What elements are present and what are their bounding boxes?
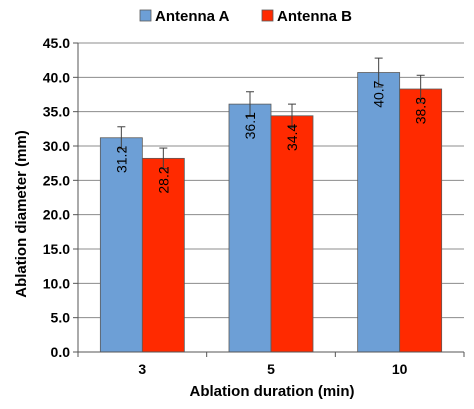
y-tick-label: 45.0	[43, 35, 70, 51]
data-labels: 31.2 28.2 36.1 34.4 40.7 38.3	[113, 80, 428, 193]
legend-swatch-antenna-a	[139, 9, 152, 22]
y-tick-label: 40.0	[43, 69, 70, 85]
error-bars	[117, 57, 425, 170]
x-tick-labels: 3 5 10	[138, 361, 407, 377]
data-label: 34.4	[284, 124, 300, 151]
y-tick-label: 25.0	[43, 172, 70, 188]
data-label: 38.3	[413, 97, 429, 124]
data-label: 31.2	[113, 146, 129, 173]
y-axis-title: Ablation diameter (mm)	[13, 130, 30, 298]
bar-antenna-b-10	[399, 88, 443, 353]
data-label: 28.2	[155, 166, 171, 193]
x-tick-label: 10	[392, 361, 408, 377]
legend-swatch-antenna-b	[261, 9, 274, 22]
y-tick-label: 15.0	[43, 241, 70, 257]
x-tick-label: 5	[267, 361, 275, 377]
data-label: 36.1	[242, 112, 258, 139]
data-label: 40.7	[371, 80, 387, 107]
y-tick-label: 20.0	[43, 207, 70, 223]
y-tick-label: 0.0	[51, 344, 71, 360]
legend-label: Antenna B	[277, 8, 352, 25]
legend-label: Antenna A	[155, 8, 230, 25]
legend: Antenna A Antenna B	[139, 8, 352, 25]
y-tick-label: 5.0	[51, 310, 71, 326]
bar-antenna-a-10	[357, 72, 401, 353]
axes	[73, 42, 465, 357]
y-tick-label: 30.0	[43, 138, 70, 154]
x-tick-label: 3	[138, 361, 146, 377]
y-tick-labels: 0.0 5.0 10.0 15.0 20.0 25.0 30.0 35.0 40.0 45.0	[43, 35, 70, 360]
x-axis-title: Ablation duration (min)	[190, 383, 355, 400]
bars	[99, 72, 443, 353]
bar-antenna-a-5	[228, 103, 272, 353]
y-tick-label: 10.0	[43, 275, 70, 291]
y-tick-label: 35.0	[43, 104, 70, 120]
